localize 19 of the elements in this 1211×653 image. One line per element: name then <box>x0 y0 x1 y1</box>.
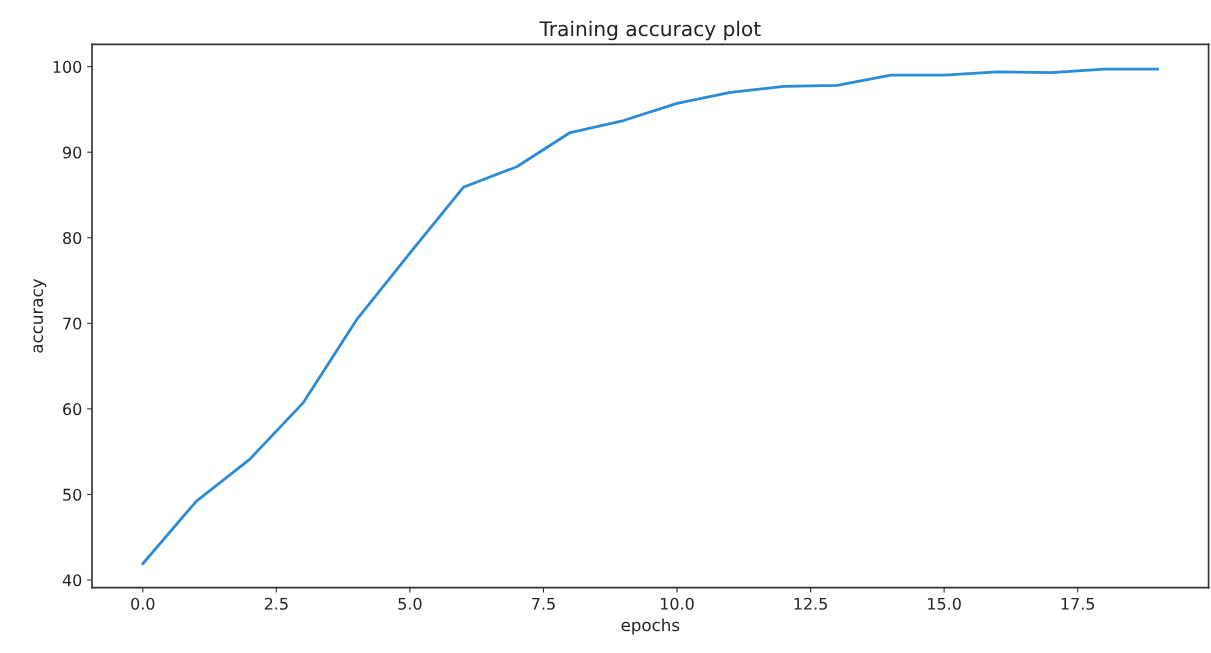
x-tick-label: 15.0 <box>928 597 961 610</box>
line-series <box>141 67 1160 566</box>
x-tick-label: 10.0 <box>660 597 694 610</box>
y-tick-label: 60 <box>63 403 82 416</box>
chart-title: Training accuracy plot <box>539 20 761 41</box>
x-tick-label: 5.0 <box>398 597 422 610</box>
y-tick-label: 40 <box>62 574 82 587</box>
y-tick-label: 100 <box>53 60 82 73</box>
x-axis-title: epochs <box>621 618 680 635</box>
y-tick-label: 50 <box>63 488 82 501</box>
x-tick-label: 12.5 <box>794 597 827 610</box>
x-tick-label: 2.5 <box>264 597 288 610</box>
y-tick-label: 90 <box>62 146 82 159</box>
y-tick-label: 80 <box>63 231 82 245</box>
x-tick-label: 0.0 <box>131 597 155 610</box>
x-tick-label: 7.5 <box>532 597 555 610</box>
y-tick-label: 70 <box>63 317 82 330</box>
x-tick-label: 17.5 <box>1061 597 1095 610</box>
y-axis-title: accuracy <box>33 278 47 353</box>
